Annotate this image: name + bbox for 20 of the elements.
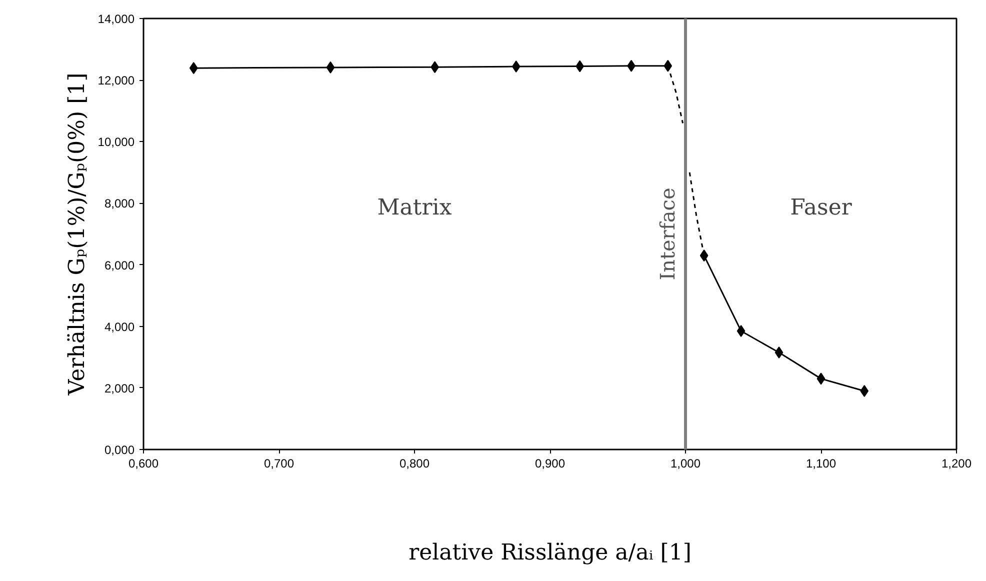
x-tick-label: 0,700: [264, 456, 294, 470]
y-tick-label: 14,000: [98, 12, 135, 26]
annotation: Faser: [790, 196, 852, 221]
x-tick-label: 1,100: [806, 456, 836, 470]
y-tick-label: 2,000: [104, 381, 135, 396]
y-tick-label: 0,000: [104, 443, 135, 457]
y-tick-label: 12,000: [98, 74, 135, 88]
x-tick-label: 1,200: [941, 456, 972, 470]
y-tick-label: 10,000: [98, 135, 135, 150]
ref-line-label: Interface: [656, 188, 680, 280]
y-tick-label: 8,000: [104, 196, 135, 211]
y-axis-title: Verhältnis Gₚ(1%)/Gₚ(0%) [1]: [64, 72, 90, 396]
x-tick-label: 0,800: [399, 456, 430, 470]
x-tick-label: 0,600: [128, 456, 159, 470]
x-tick-label: 0,900: [534, 456, 566, 470]
x-axis-title: relative Risslänge a/aᵢ [1]: [408, 540, 692, 566]
x-tick-label: 1,000: [670, 456, 701, 470]
y-tick-label: 4,000: [104, 320, 135, 334]
annotation: Matrix: [377, 196, 452, 221]
y-tick-label: 6,000: [104, 258, 135, 272]
